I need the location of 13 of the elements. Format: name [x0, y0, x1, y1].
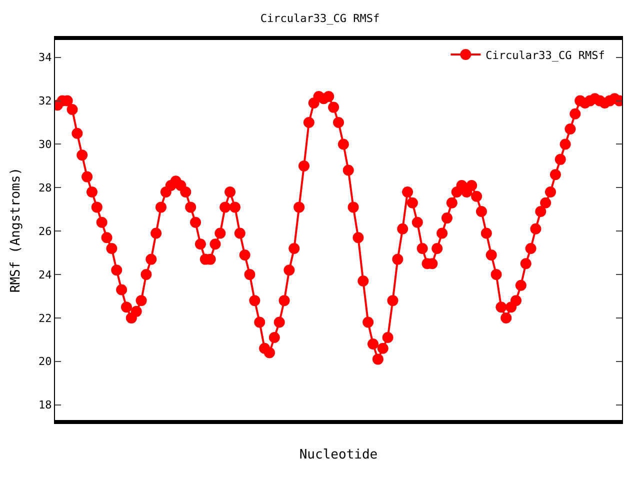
y-tick-label: 32 — [38, 94, 52, 108]
y-tick-label: 24 — [38, 268, 52, 282]
y-tick-label: 28 — [38, 182, 52, 195]
y-tick-label: 30 — [38, 138, 52, 152]
y-tick-label: 22 — [38, 312, 52, 325]
y-tick-label: 18 — [38, 398, 52, 412]
y-tick-label: 20 — [38, 355, 52, 368]
y-tick-label: 34 — [38, 51, 52, 64]
y-tick-label: 26 — [38, 224, 52, 238]
legend-label: Circular33_CG RMSf — [486, 48, 605, 62]
chart-title: Circular33_CG RMSf — [260, 12, 380, 26]
x-axis-title: Nucleotide — [299, 447, 378, 462]
y-axis-title: RMSf (Angstroms) — [8, 167, 24, 293]
